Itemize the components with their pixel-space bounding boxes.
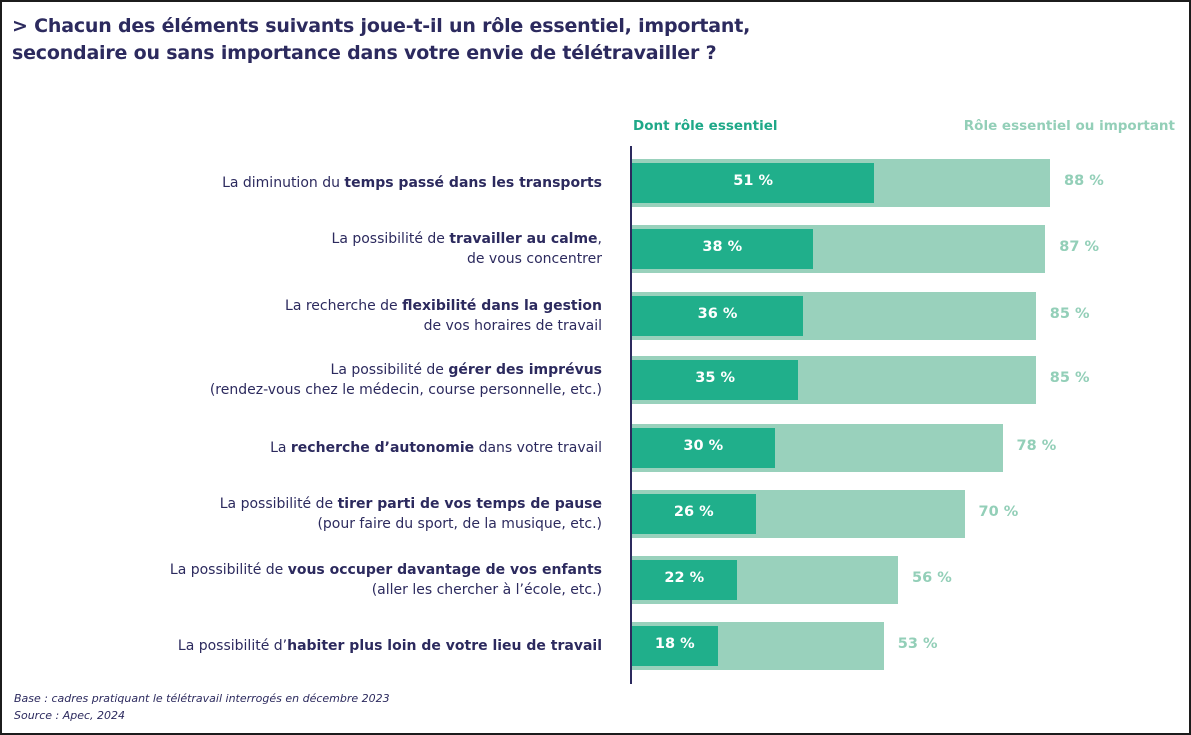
value-label-essential: 26 % [673, 504, 714, 520]
value-label-essential-or-important: 56 % [912, 570, 952, 586]
category-label-line: (rendez-vous chez le médecin, course per… [210, 380, 602, 400]
category-label-text: (aller les chercher à l’école, etc.) [371, 582, 602, 598]
chart-title: > Chacun des éléments suivants joue-t-il… [12, 13, 1012, 67]
value-label-essential-or-important: 87 % [1059, 239, 1100, 255]
category-label-line: de vos horaires de travail [285, 316, 602, 336]
category-label-text: , [597, 231, 602, 247]
bar-essential [632, 428, 775, 468]
category-label-emphasis: gérer des imprévus [448, 362, 602, 378]
category-label-text: (rendez-vous chez le médecin, course per… [209, 382, 602, 398]
bar-essential [632, 626, 718, 666]
category-label-text: La possibilité de [330, 362, 449, 378]
category-label-text: (pour faire du sport, de la musique, etc… [317, 516, 602, 532]
category-label-text: La [270, 440, 291, 456]
category-label-text: La possibilité de [219, 496, 338, 512]
value-label-essential: 18 % [654, 636, 695, 652]
category-label-line: La recherche de flexibilité dans la gest… [285, 296, 602, 316]
bar-essential [632, 296, 803, 336]
category-label: La recherche d’autonomie dans votre trav… [270, 438, 602, 458]
category-label-text: La diminution du [222, 175, 345, 191]
value-label-essential-or-important: 85 % [1049, 306, 1090, 322]
category-label-line: (aller les chercher à l’école, etc.) [170, 580, 602, 600]
bar-essential [632, 163, 875, 203]
value-label-essential: 36 % [697, 306, 738, 322]
category-label-line: La recherche d’autonomie dans votre trav… [270, 438, 602, 458]
category-label: La possibilité de vous occuper davantage… [170, 560, 602, 600]
category-label-text: La possibilité de [331, 231, 450, 247]
value-label-essential: 38 % [702, 239, 743, 255]
category-label-line: La diminution du temps passé dans les tr… [222, 173, 602, 193]
category-label-text: La recherche de [285, 298, 403, 314]
category-label-emphasis: habiter plus loin de votre lieu de trava… [287, 638, 602, 654]
category-label: La possibilité de tirer parti de vos tem… [220, 494, 602, 534]
category-label-text: La possibilité de [169, 562, 288, 578]
value-label-essential: 51 % [733, 173, 773, 189]
bar-essential [632, 229, 813, 269]
footnote-base: Base : cadres pratiquant le télétravail … [14, 692, 390, 705]
category-label-line: (pour faire du sport, de la musique, etc… [220, 514, 602, 534]
category-label-text: de vos horaires de travail [423, 318, 602, 334]
category-label: La possibilité de travailler au calme, de… [332, 229, 602, 269]
category-label-line: La possibilité de vous occuper davantage… [170, 560, 602, 580]
category-label-line: La possibilité de tirer parti de vos tem… [220, 494, 602, 514]
category-label-line: La possibilité de travailler au calme, [332, 229, 602, 249]
value-label-essential-or-important: 88 % [1064, 173, 1104, 189]
category-label: La diminution du temps passé dans les tr… [222, 173, 602, 193]
category-label: La possibilité de gérer des imprévus (ren… [210, 360, 602, 400]
category-label-emphasis: recherche d’autonomie [290, 440, 475, 456]
value-label-essential: 30 % [683, 438, 724, 454]
title-line-2: secondaire ou sans importance dans votre… [12, 42, 717, 64]
legend-essential-or-important: Rôle essentiel ou important [963, 118, 1175, 134]
category-label-emphasis: travailler au calme [449, 231, 598, 247]
title-line-1: > Chacun des éléments suivants joue-t-il… [12, 15, 751, 37]
bar-essential [632, 360, 799, 400]
category-label-text: dans votre travail [474, 440, 602, 456]
category-label-text: de vous concentrer [466, 251, 602, 267]
category-label-line: La possibilité d’habiter plus loin de vo… [178, 636, 602, 656]
category-label: La recherche de flexibilité dans la gest… [285, 296, 602, 336]
y-axis-line [630, 146, 632, 684]
category-label-line: La possibilité de gérer des imprévus [210, 360, 602, 380]
value-label-essential-or-important: 85 % [1049, 370, 1090, 386]
category-label-emphasis: tirer parti de vos temps de pause [337, 496, 602, 512]
footnote-source: Source : Apec, 2024 [14, 709, 126, 722]
category-label: La possibilité d’habiter plus loin de vo… [178, 636, 602, 656]
value-label-essential-or-important: 70 % [978, 504, 1019, 520]
category-label-emphasis: vous occuper davantage de vos enfants [287, 562, 602, 578]
category-label-emphasis: temps passé dans les transports [344, 175, 602, 191]
value-label-essential: 35 % [695, 370, 735, 386]
value-label-essential: 22 % [664, 570, 705, 586]
legend-essential: Dont rôle essentiel [633, 118, 778, 134]
category-label-line: de vous concentrer [332, 249, 602, 269]
value-label-essential-or-important: 78 % [1016, 438, 1057, 454]
category-label-emphasis: flexibilité dans la gestion [402, 298, 602, 314]
bar-essential [632, 560, 737, 600]
value-label-essential-or-important: 53 % [897, 636, 938, 652]
bar-essential [632, 494, 756, 534]
category-label-text: La possibilité d’ [177, 638, 288, 654]
